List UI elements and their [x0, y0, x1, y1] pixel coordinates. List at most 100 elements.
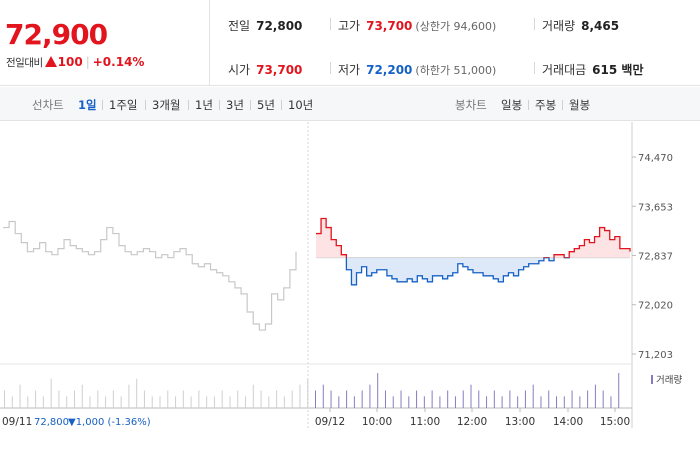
volume-bar — [66, 396, 68, 408]
stat-divider — [534, 62, 535, 74]
change-label: 전일대비 — [6, 57, 43, 69]
volume-bar — [105, 396, 107, 408]
period-divider — [188, 100, 189, 110]
y-tick-label: 72,837 — [638, 251, 673, 262]
volume-bar — [540, 396, 542, 408]
candle-weekly[interactable]: 주봉 — [535, 98, 557, 112]
volume-bar — [478, 390, 480, 408]
volume-bar — [322, 384, 324, 408]
y-tick-label: 71,203 — [638, 350, 673, 361]
volume-bar — [431, 390, 433, 408]
stat-value: 73,700 — [366, 19, 413, 33]
volume-bar — [353, 396, 355, 408]
quote-stats: 전일 72,800 고가 73,700 (상한가 94,600) 거래량 8,465 시… — [210, 0, 700, 86]
period-divider — [528, 100, 529, 110]
period-divider — [102, 100, 103, 110]
volume-bar — [81, 384, 83, 408]
volume-bar — [454, 396, 456, 408]
stat-amount: 거래대금 615 백만 — [542, 61, 643, 78]
x-tick-label: 14:00 — [553, 416, 583, 428]
volume-bar — [338, 396, 340, 408]
volume-bar — [548, 390, 550, 408]
current-price-panel: 72,900 전일대비 100 | +0.14% — [0, 0, 210, 86]
stat-value: 615 백만 — [592, 63, 644, 77]
x-tick-label: 10:00 — [362, 416, 392, 428]
volume-bar — [27, 396, 29, 408]
y-tick-label: 73,653 — [638, 202, 673, 213]
volume-bar — [486, 396, 488, 408]
stat-divider — [330, 62, 331, 74]
volume-bar — [384, 390, 386, 408]
volume-bar — [423, 396, 425, 408]
x-tick-label: 09/12 — [315, 416, 345, 428]
period-divider — [562, 100, 563, 110]
period-1d[interactable]: 1일 — [78, 98, 97, 112]
volume-bar — [128, 384, 130, 408]
volume-bar — [276, 390, 278, 408]
volume-bar — [416, 390, 418, 408]
volume-bar — [35, 390, 37, 408]
prev-day-close-label: 72,800 — [34, 417, 69, 428]
stat-volume: 거래량 8,465 — [542, 17, 619, 34]
period-divider — [250, 100, 251, 110]
stat-label: 고가 — [338, 19, 361, 33]
volume-bar — [50, 378, 52, 408]
stat-lower-limit: (하한가 51,000) — [415, 64, 497, 77]
volume-bar — [229, 396, 231, 408]
period-5y[interactable]: 5년 — [257, 98, 275, 112]
volume-bar — [221, 390, 223, 408]
period-divider — [281, 100, 282, 110]
candle-daily[interactable]: 일봉 — [501, 98, 523, 112]
stat-divider — [534, 18, 535, 30]
volume-bar — [517, 396, 519, 408]
volume-bar — [89, 396, 91, 408]
y-tick-label: 74,470 — [638, 153, 673, 164]
volume-bar — [330, 390, 332, 408]
volume-bar — [439, 396, 441, 408]
volume-bar — [556, 396, 558, 408]
volume-bar — [268, 396, 270, 408]
volume-bar — [206, 396, 208, 408]
quote-summary: 72,900 전일대비 100 | +0.14% 전일 72,800 고가 73,700(… — [0, 0, 700, 86]
volume-bar — [493, 390, 495, 408]
volume-bar — [610, 396, 612, 408]
stat-low: 저가 72,200 (하한가 51,000) — [338, 61, 496, 78]
period-1y[interactable]: 1년 — [195, 98, 213, 112]
volume-bar — [563, 396, 565, 408]
change-separator: | — [85, 55, 90, 69]
volume-legend-swatch — [651, 375, 653, 384]
volume-bar — [182, 390, 184, 408]
volume-bar — [369, 384, 371, 408]
volume-bar — [213, 396, 215, 408]
stat-value: 73,700 — [256, 63, 303, 77]
volume-bar — [447, 390, 449, 408]
volume-bar — [237, 390, 239, 408]
volume-bar — [377, 373, 379, 408]
x-tick-label: 13:00 — [505, 416, 535, 428]
period-10y[interactable]: 10년 — [288, 98, 314, 112]
volume-bar — [167, 390, 169, 408]
period-3y[interactable]: 3년 — [226, 98, 244, 112]
period-3m[interactable]: 3개월 — [152, 98, 181, 112]
volume-bar — [346, 390, 348, 408]
period-1w[interactable]: 1주일 — [109, 98, 138, 112]
chart-period-toolbar: 선차트 1일 1주일 3개월 1년 3년 5년 10년 봉차트 일봉 주봉 월봉 — [0, 87, 700, 121]
change-value: 100 — [57, 55, 83, 69]
volume-bar — [618, 373, 620, 408]
stat-label: 전일 — [228, 19, 251, 33]
x-tick-label: 11:00 — [410, 416, 440, 428]
volume-bar — [136, 378, 138, 408]
volume-bar — [524, 390, 526, 408]
volume-bar — [470, 384, 472, 408]
volume-bar — [587, 390, 589, 408]
volume-bar — [307, 378, 309, 408]
y-tick-label: 72,020 — [638, 301, 673, 312]
volume-bar — [245, 396, 247, 408]
volume-bar — [392, 396, 394, 408]
current-price: 72,900 — [5, 18, 108, 51]
candle-monthly[interactable]: 월봉 — [569, 98, 591, 112]
x-tick-label: 15:00 — [600, 416, 630, 428]
line-chart-label: 선차트 — [32, 98, 64, 112]
intraday-price-chart[interactable]: 74,470 73,653 72,837 72,020 71,203 거래량 09/12 10… — [0, 122, 700, 450]
volume-bar — [120, 396, 122, 408]
